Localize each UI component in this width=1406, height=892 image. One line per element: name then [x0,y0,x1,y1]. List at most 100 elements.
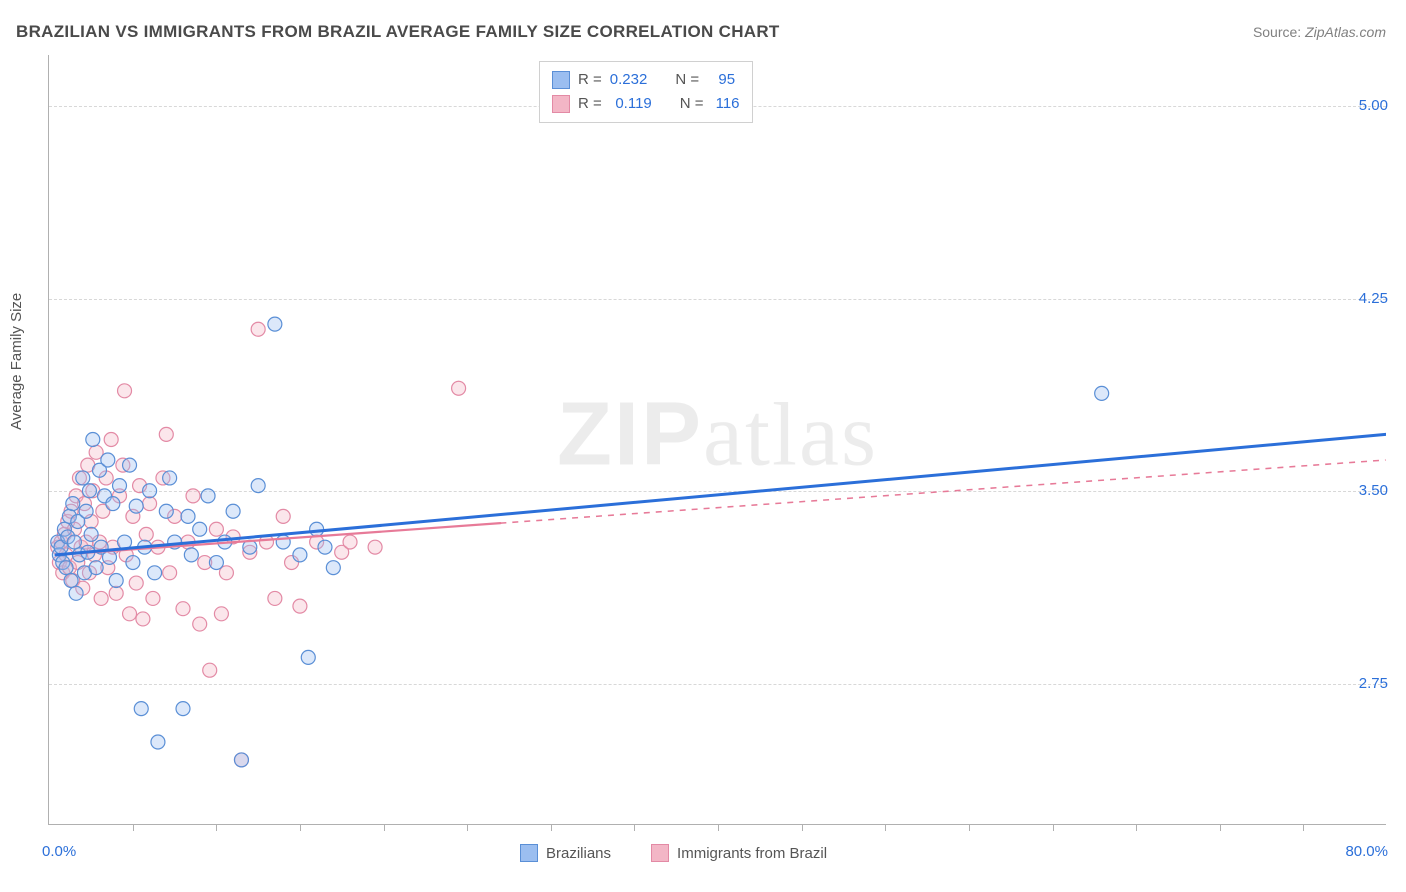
scatter-point [163,471,177,485]
scatter-point [139,527,153,541]
x-tick [718,824,719,831]
x-tick [300,824,301,831]
scatter-point [92,535,106,549]
gridline-h [49,299,1386,300]
source-prefix: Source: [1253,24,1305,40]
scatter-point [57,522,71,536]
scatter-point [104,433,118,447]
scatter-point [67,522,81,536]
scatter-point [109,586,123,600]
scatter-point [106,497,120,511]
legend-item-1: Immigrants from Brazil [651,844,827,862]
scatter-point [176,602,190,616]
scatter-point [72,471,86,485]
y-tick-label: 3.50 [1359,482,1388,499]
scatter-point [118,384,132,398]
scatter-point [143,497,157,511]
scatter-point [82,566,96,580]
scatter-point [148,566,162,580]
scatter-point [96,504,110,518]
legend-swatch-0 [520,844,538,862]
scatter-point [260,535,274,549]
scatter-point [101,453,115,467]
scatter-point [61,515,75,529]
x-tick [1220,824,1221,831]
scatter-point [193,522,207,536]
scatter-point [181,509,195,523]
scatter-point [243,540,257,554]
scatter-point [318,540,332,554]
source-link[interactable]: ZipAtlas.com [1305,24,1386,40]
stats-swatch-0 [552,71,570,89]
scatter-point [76,581,90,595]
scatter-point [123,607,137,621]
y-axis-label: Average Family Size [8,293,25,430]
scatter-point [94,540,108,554]
legend-label-0: Brazilians [546,845,611,862]
stats-N-label-1: N = [680,92,704,116]
gridline-h [49,491,1386,492]
scatter-point [193,617,207,631]
stats-R-label-0: R = [578,68,602,92]
scatter-point [209,522,223,536]
scatter-point [66,497,80,511]
x-tick-label-max: 80.0% [1345,843,1388,860]
scatter-point [51,535,65,549]
scatter-point [176,702,190,716]
scatter-point [181,535,195,549]
gridline-h [49,684,1386,685]
scatter-point [1095,386,1109,400]
trend-line-solid [56,523,500,555]
scatter-point [74,540,88,554]
watermark-light: atlas [703,385,878,484]
scatter-point [92,463,106,477]
scatter-point [89,561,103,575]
scatter-point [234,753,248,767]
scatter-point [64,573,78,587]
x-tick [969,824,970,831]
scatter-point [84,515,98,529]
scatter-point [285,556,299,570]
scatter-point [219,566,233,580]
y-tick-label: 5.00 [1359,97,1388,114]
scatter-point [129,576,143,590]
scatter-point [109,573,123,587]
x-tick [1053,824,1054,831]
scatter-point [76,471,90,485]
scatter-point [123,458,137,472]
scatter-point [452,381,466,395]
x-tick [133,824,134,831]
scatter-point [310,522,324,536]
y-tick-label: 2.75 [1359,675,1388,692]
scatter-point [61,530,75,544]
scatter-point [52,556,66,570]
scatter-point [62,561,76,575]
scatter-point [56,566,70,580]
x-tick [885,824,886,831]
scatter-point [77,497,91,511]
plot-area: ZIPatlas R = 0.232 N = 95 R = 0.119 N = … [48,55,1386,825]
scatter-point [134,702,148,716]
scatter-point [198,556,212,570]
y-tick-label: 4.25 [1359,290,1388,307]
stats-R-label-1: R = [578,92,602,116]
scatter-point [86,433,100,447]
scatter-point [136,612,150,626]
stats-R-value-0: 0.232 [610,68,648,92]
scatter-point [151,540,165,554]
scatter-point [77,566,91,580]
scatter-point [268,317,282,331]
bottom-legend: Brazilians Immigrants from Brazil [520,844,827,862]
scatter-point [116,458,130,472]
scatter-point [59,561,73,575]
scatter-point [57,527,71,541]
scatter-point [71,556,85,570]
scatter-point [301,650,315,664]
legend-item-0: Brazilians [520,844,611,862]
scatter-point [129,499,143,513]
scatter-point [184,548,198,562]
scatter-point [138,540,152,554]
scatter-point [310,535,324,549]
scatter-point [64,504,78,518]
scatter-point [214,607,228,621]
